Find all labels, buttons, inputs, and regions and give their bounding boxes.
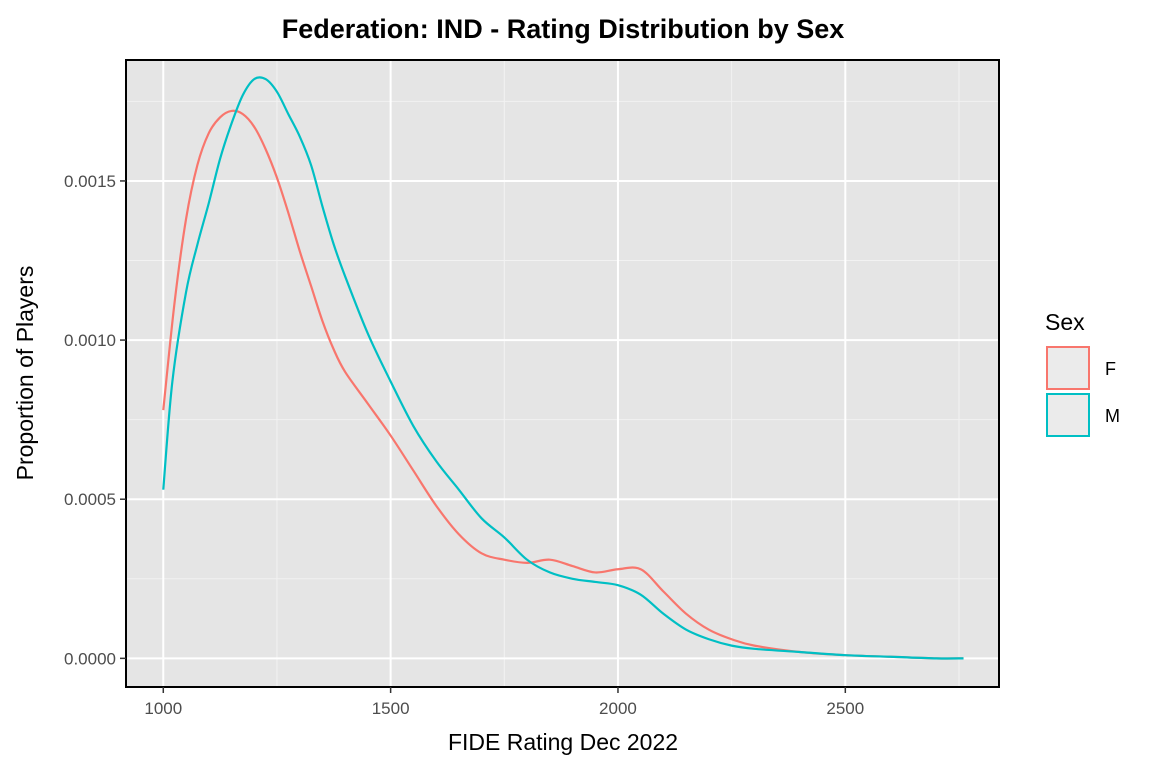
legend-key-f [1046,346,1090,390]
legend-label-f: F [1105,359,1116,379]
x-tick-label: 1500 [372,699,410,718]
panel-border [125,59,1000,688]
chart-title: Federation: IND - Rating Distribution by… [282,14,845,44]
panel-background [126,60,999,687]
x-axis: 1000 1500 2000 2500 [144,687,864,718]
legend-items: FM [1046,346,1120,437]
y-tick-label: 0.0000 [64,649,116,668]
legend-label-m: M [1105,406,1120,426]
x-tick-label: 2000 [599,699,637,718]
x-tick-label: 1000 [144,699,182,718]
y-tick-label: 0.0015 [64,172,116,191]
legend-title: Sex [1045,309,1085,335]
y-tick-label: 0.0010 [64,331,116,350]
x-tick-label: 2500 [826,699,864,718]
series-line-f [162,109,964,660]
y-axis-title: Proportion of Players [12,266,38,481]
major-gridlines [126,60,999,687]
y-axis: 0.0000 0.0005 0.0010 0.0015 [64,172,126,668]
legend-key-m [1046,393,1090,437]
density-lines [162,76,964,660]
x-axis-title: FIDE Rating Dec 2022 [448,729,678,755]
legend: Sex FM [1045,309,1120,437]
series-line-m [162,76,964,660]
plot-panel [125,59,1000,688]
minor-gridlines [126,60,999,687]
y-tick-label: 0.0005 [64,490,116,509]
